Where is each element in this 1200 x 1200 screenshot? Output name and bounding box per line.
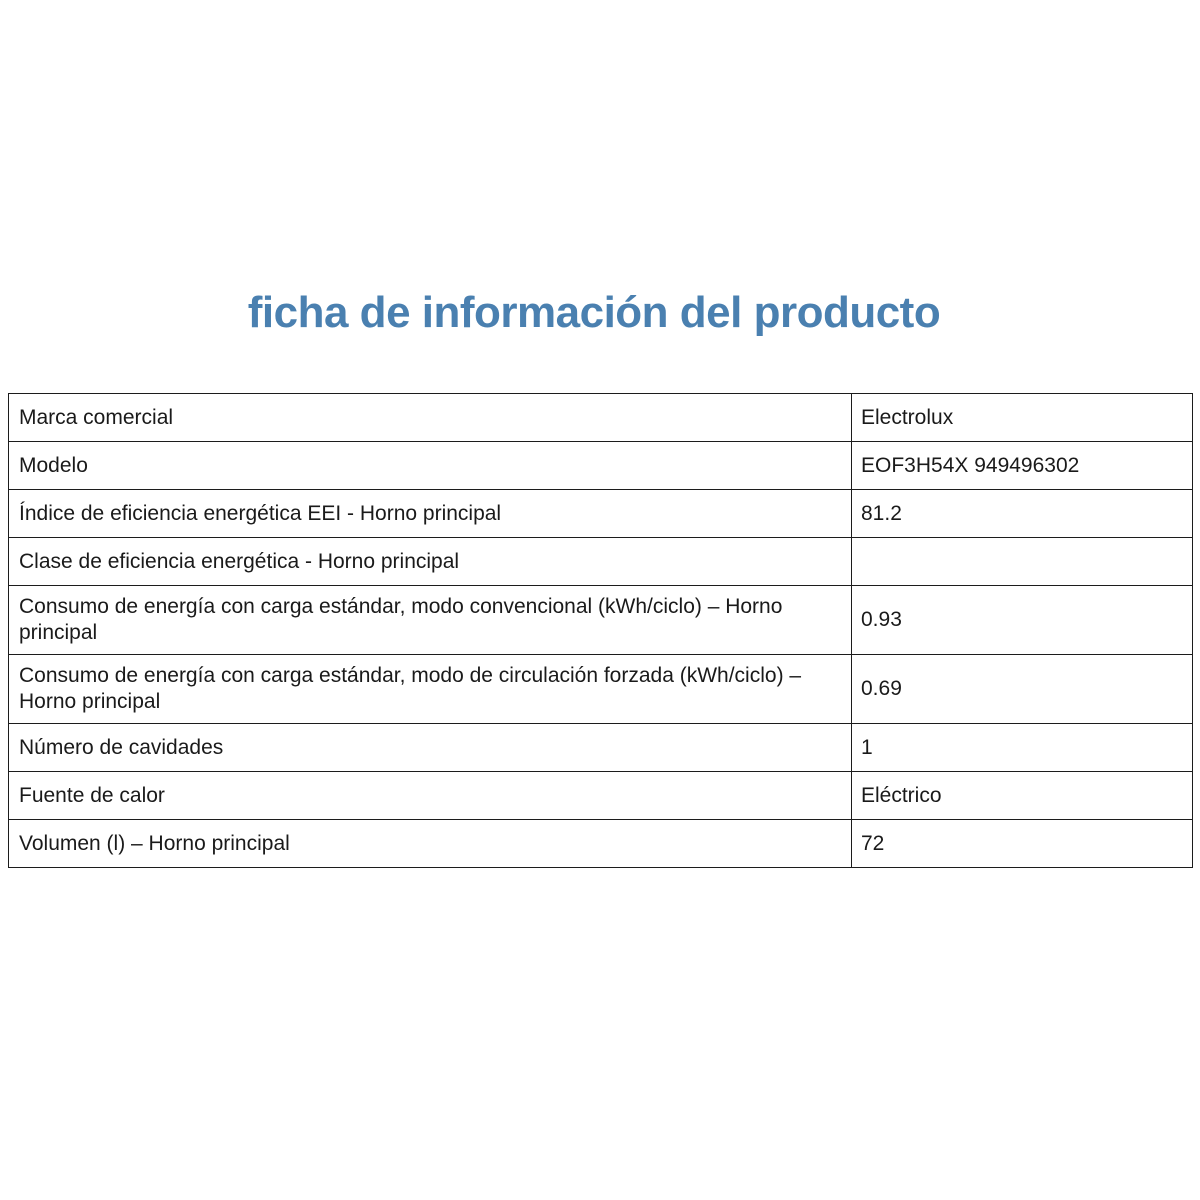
spec-value-cell: 72 bbox=[851, 819, 1193, 868]
spec-value-cell bbox=[851, 537, 1193, 586]
spec-label-cell: Consumo de energía con carga estándar, m… bbox=[8, 585, 852, 655]
spec-label-text: Consumo de energía con carga estándar, m… bbox=[19, 595, 783, 644]
spec-label-text: Número de cavidades bbox=[19, 735, 224, 759]
table-row: Consumo de energía con carga estándar, m… bbox=[8, 654, 1193, 724]
table-row: Marca comercial Electrolux bbox=[8, 393, 1193, 442]
specification-table-body: Marca comercial Electrolux Modelo EOF3H54X … bbox=[8, 393, 1193, 868]
spec-label-cell: Consumo de energía con carga estándar, m… bbox=[8, 654, 852, 724]
page-title: ficha de información del producto bbox=[247, 288, 941, 337]
spec-label-cell: Clase de eficiencia energética - Horno p… bbox=[8, 537, 852, 586]
table-row: Fuente de calor Eléctrico bbox=[8, 771, 1193, 820]
table-row: Volumen (l) – Horno principal 72 bbox=[8, 819, 1193, 868]
spec-label-text: Consumo de energía con carga estándar, m… bbox=[19, 664, 802, 713]
spec-label-cell: Número de cavidades bbox=[8, 723, 852, 772]
spec-label-cell: Volumen (l) – Horno principal bbox=[8, 819, 852, 868]
table-row: Índice de eficiencia energética EEI - Ho… bbox=[8, 489, 1193, 538]
spec-label-text: Clase de eficiencia energética - Horno p… bbox=[19, 549, 460, 573]
spec-label-text: Modelo bbox=[19, 453, 88, 477]
spec-label-cell: Índice de eficiencia energética EEI - Ho… bbox=[8, 489, 852, 538]
spec-value-cell: 0.69 bbox=[851, 654, 1193, 724]
table-row: Consumo de energía con carga estándar, m… bbox=[8, 585, 1193, 655]
spec-value-cell: Electrolux bbox=[851, 393, 1193, 442]
spec-label-text: Índice de eficiencia energética EEI - Ho… bbox=[19, 501, 502, 525]
spec-label-cell: Modelo bbox=[8, 441, 852, 490]
spec-value-cell: 1 bbox=[851, 723, 1193, 772]
specification-table-container: Marca comercial Electrolux Modelo EOF3H54X … bbox=[8, 393, 1193, 868]
spec-value-cell: Eléctrico bbox=[851, 771, 1193, 820]
spec-label-text: Marca comercial bbox=[19, 405, 174, 429]
spec-label-cell: Fuente de calor bbox=[8, 771, 852, 820]
spec-label-text: Volumen (l) – Horno principal bbox=[19, 831, 290, 855]
table-row: Número de cavidades 1 bbox=[8, 723, 1193, 772]
spec-value-cell: EOF3H54X 949496302 bbox=[851, 441, 1193, 490]
spec-label-text: Fuente de calor bbox=[19, 783, 165, 807]
table-row: Modelo EOF3H54X 949496302 bbox=[8, 441, 1193, 490]
spec-label-cell: Marca comercial bbox=[8, 393, 852, 442]
spec-value-cell: 0.93 bbox=[851, 585, 1193, 655]
specification-table: Marca comercial Electrolux Modelo EOF3H54X … bbox=[8, 393, 1193, 868]
spec-value-cell: 81.2 bbox=[851, 489, 1193, 538]
table-row: Clase de eficiencia energética - Horno p… bbox=[8, 537, 1193, 586]
